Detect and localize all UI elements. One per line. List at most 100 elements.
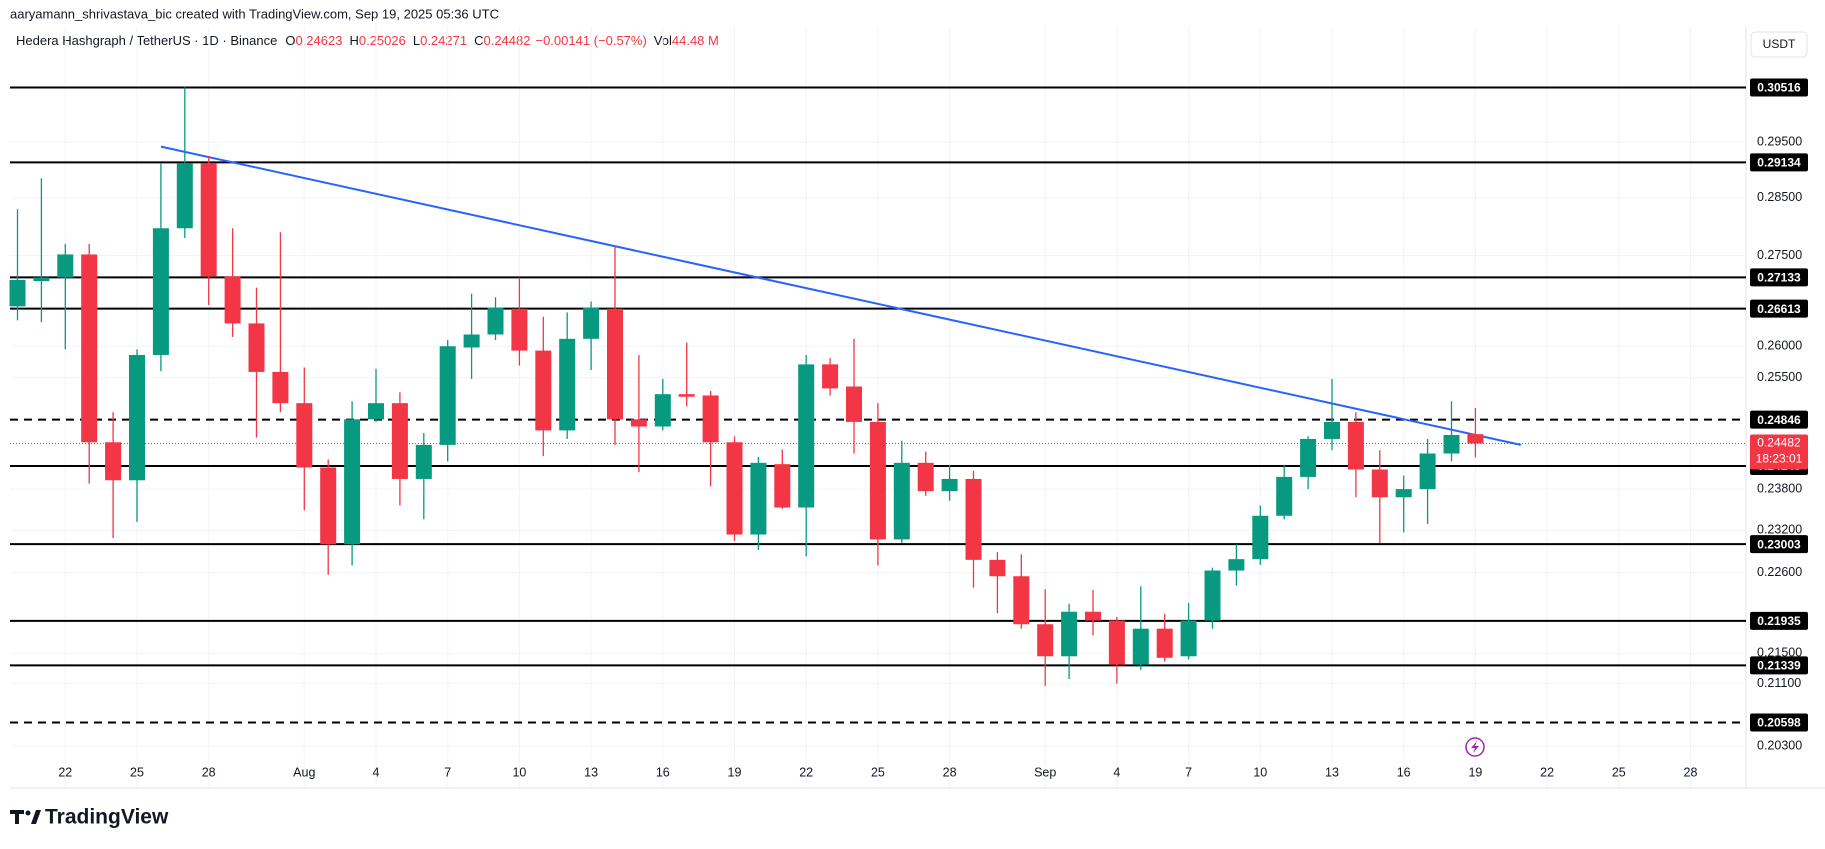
- level-label-box: [1750, 78, 1808, 97]
- candle-body: [105, 442, 122, 481]
- x-tick-label: 13: [584, 765, 598, 779]
- candle-body: [1324, 421, 1340, 439]
- x-tick-label: 4: [1113, 765, 1120, 779]
- candle-body: [1347, 421, 1364, 470]
- currency-button[interactable]: [1750, 31, 1808, 58]
- legend-item: O: [285, 33, 295, 48]
- candle-body: [176, 163, 193, 229]
- candle-body: [822, 364, 839, 389]
- candle-body: [487, 307, 504, 335]
- candle-body: [9, 279, 26, 307]
- event-bolt: [1471, 741, 1479, 753]
- level-label: 0.30516: [1757, 81, 1801, 95]
- candle-body: [630, 419, 647, 427]
- candle-body: [296, 403, 313, 468]
- x-tick-label: Aug: [293, 765, 315, 779]
- candle-body: [57, 254, 74, 278]
- candle-body: [1013, 576, 1030, 625]
- candle-body: [702, 395, 719, 443]
- candle-body: [248, 323, 265, 372]
- x-tick-label: 28: [1684, 765, 1698, 779]
- x-tick-label: 22: [799, 765, 813, 779]
- candle-body: [917, 462, 934, 492]
- y-tick-label: 0.28500: [1757, 190, 1802, 204]
- x-tick-label: 25: [130, 765, 144, 779]
- y-tick-label: 0.25500: [1757, 370, 1802, 384]
- y-tick-label: 0.23200: [1757, 523, 1802, 537]
- level-label-box: [1750, 611, 1808, 630]
- candle-body: [368, 403, 384, 420]
- level-label-box: [1750, 656, 1808, 675]
- candle-body: [1300, 438, 1317, 477]
- candle-body: [1395, 489, 1412, 498]
- logo-mark: [31, 810, 41, 824]
- candle-body: [1467, 434, 1484, 444]
- candle-body: [869, 421, 886, 540]
- legend-item: 0.24623: [295, 33, 342, 48]
- level-label: 0.23003: [1757, 537, 1801, 551]
- level-label-box: [1750, 299, 1808, 318]
- last-price-label: 0.24482: [1757, 436, 1801, 450]
- candle-body: [1252, 515, 1269, 560]
- candle-body: [272, 371, 289, 404]
- level-label: 0.21935: [1757, 614, 1801, 628]
- candle-body: [81, 254, 98, 443]
- candle-body: [607, 308, 623, 420]
- candle-body: [774, 464, 791, 508]
- level-label-box: [1750, 535, 1808, 554]
- candle-body: [583, 307, 600, 339]
- candle-body: [989, 559, 1006, 577]
- candle-body: [1204, 570, 1221, 621]
- candle-body: [965, 478, 982, 560]
- x-tick-label: 22: [58, 765, 72, 779]
- y-tick-label: 0.21100: [1757, 676, 1801, 690]
- candle-body: [1108, 620, 1125, 665]
- level-label: 0.26613: [1757, 302, 1801, 316]
- x-tick-label: 19: [728, 765, 742, 779]
- x-tick-label: 28: [202, 765, 216, 779]
- x-tick-label: 10: [1253, 765, 1267, 779]
- attribution: aaryamann_shrivastava_bic created with T…: [10, 6, 499, 21]
- candle-body: [33, 277, 50, 282]
- symbol-legend: Hedera Hashgraph / TetherUS · 1D · Binan…: [16, 33, 719, 48]
- candle-body: [463, 334, 480, 348]
- candle-body: [1037, 624, 1054, 657]
- x-tick-label: 25: [1612, 765, 1626, 779]
- candle-body: [1228, 559, 1245, 571]
- level-label: 0.21339: [1757, 659, 1801, 673]
- x-tick-label: 7: [1185, 765, 1192, 779]
- candle-body: [1085, 611, 1101, 621]
- candle-body: [320, 467, 337, 545]
- logo: TradingView: [10, 806, 169, 829]
- currency[interactable]: USDT: [1763, 37, 1796, 51]
- candle-body: [750, 462, 767, 535]
- legend-item: 0.24482: [483, 33, 530, 48]
- trendline: [160, 145, 1522, 446]
- x-tick-label: 19: [1468, 765, 1482, 779]
- candle-body: [559, 338, 576, 431]
- legend-item: 44.48 M: [672, 33, 719, 48]
- logo-mark: [10, 810, 24, 824]
- x-tick-label: 10: [512, 765, 526, 779]
- y-tick-label: 0.21500: [1757, 646, 1802, 660]
- candle-body: [200, 163, 217, 277]
- x-tick-label: 7: [444, 765, 451, 779]
- legend-item: Hedera Hashgraph / TetherUS · 1D · Binan…: [16, 33, 277, 48]
- level-label-box: [1750, 268, 1808, 287]
- legend-item: L: [413, 33, 420, 48]
- last-price-box: [1750, 434, 1808, 470]
- legend-item: 0.24271: [420, 33, 467, 48]
- x-tick-label: 28: [943, 765, 957, 779]
- candle-body: [511, 308, 528, 351]
- x-tick-label: 22: [1540, 765, 1554, 779]
- candle-body: [1132, 628, 1149, 665]
- candle-body: [678, 394, 695, 397]
- level-label: 0.29134: [1757, 156, 1801, 170]
- candle-body: [1419, 453, 1436, 490]
- candle-body: [224, 276, 241, 324]
- x-tick-label: 16: [1397, 765, 1411, 779]
- level-label-box: [1750, 153, 1808, 172]
- x-tick-label: 16: [656, 765, 670, 779]
- candle-body: [846, 386, 862, 422]
- candle-body: [1276, 476, 1293, 516]
